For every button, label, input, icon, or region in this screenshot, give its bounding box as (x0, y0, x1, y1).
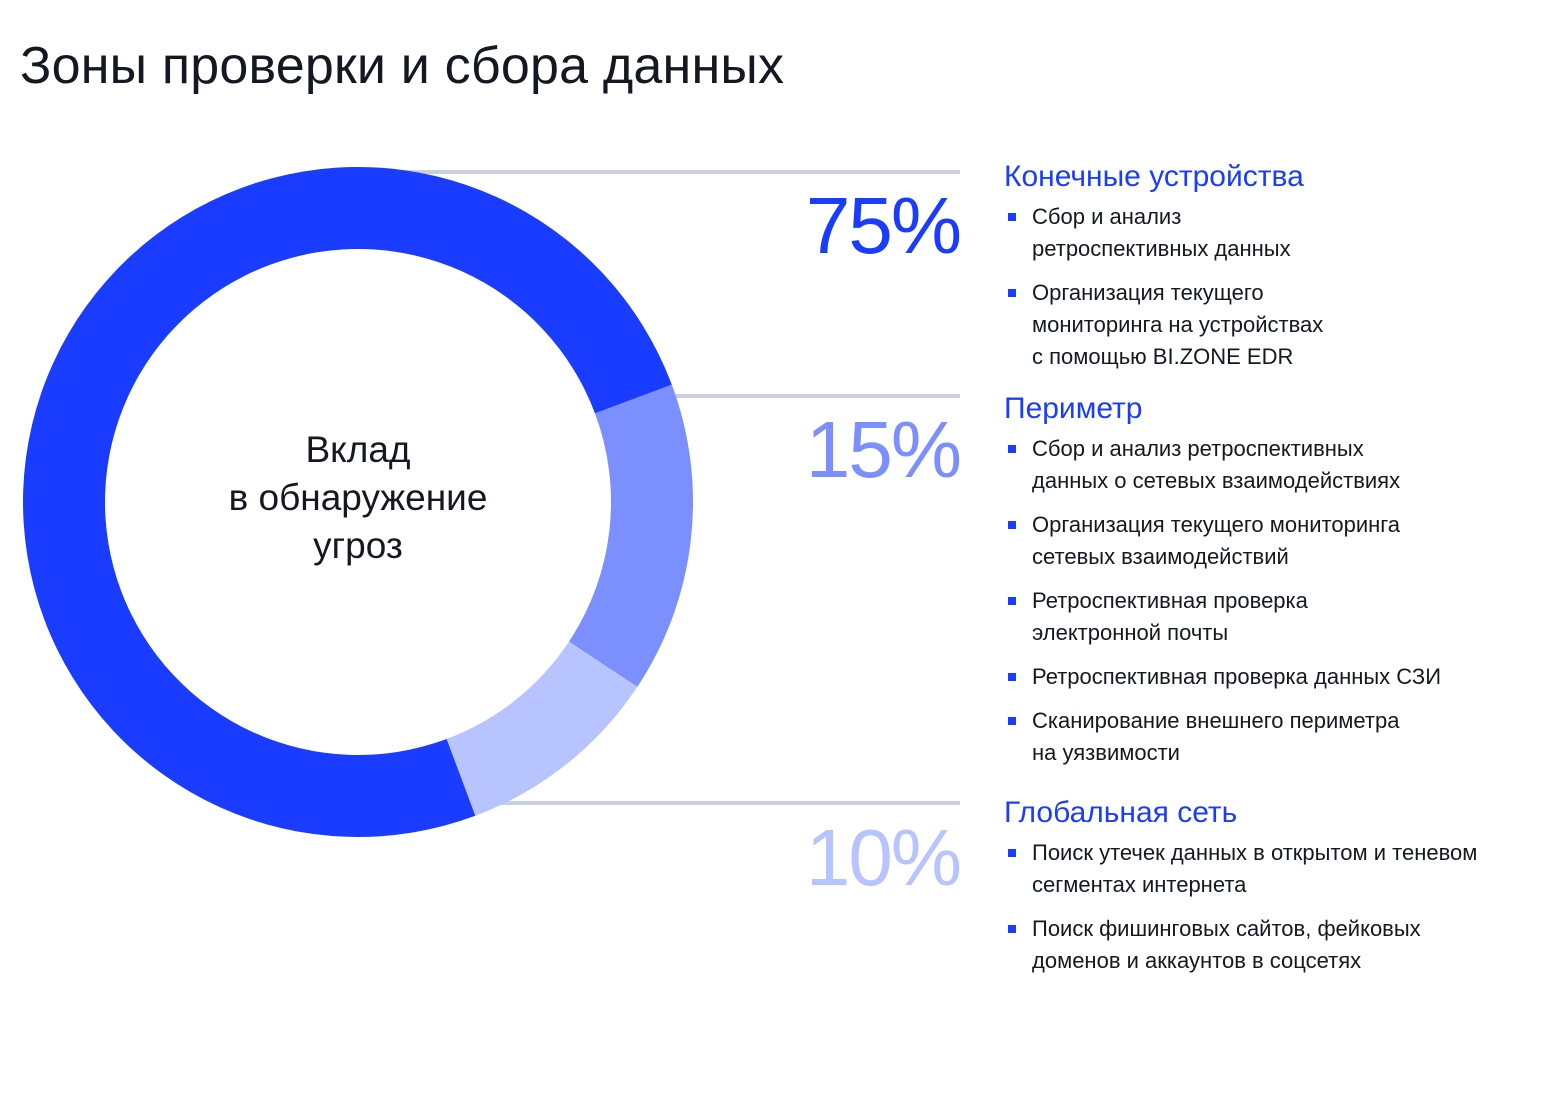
group-perimeter: Периметр Сбор и анализ ретроспективных д… (1004, 391, 1554, 781)
list-item: Организация текущего мониторинга на устр… (1004, 277, 1554, 373)
square-bullet-icon (1008, 673, 1016, 681)
square-bullet-icon (1008, 597, 1016, 605)
group-global: Глобальная сеть Поиск утечек данных в от… (1004, 795, 1554, 989)
group-endpoints: Конечные устройства Сбор и анализ ретрос… (1004, 159, 1554, 385)
list-item: Сканирование внешнего периметра на уязви… (1004, 705, 1554, 769)
percent-global: 10% (805, 813, 962, 902)
square-bullet-icon (1008, 717, 1016, 725)
square-bullet-icon (1008, 289, 1016, 297)
page-title: Зоны проверки и сбора данных (20, 37, 785, 95)
list-item: Ретроспективная проверка электронной поч… (1004, 585, 1554, 649)
list-item: Ретроспективная проверка данных СЗИ (1004, 661, 1554, 693)
group-heading: Глобальная сеть (1004, 796, 1238, 829)
donut-slice (446, 641, 638, 816)
donut-slice (568, 384, 693, 687)
donut-center-label: Вклад в обнаружение угроз (228, 429, 488, 566)
square-bullet-icon (1008, 925, 1016, 933)
square-bullet-icon (1008, 445, 1016, 453)
square-bullet-icon (1008, 213, 1016, 221)
list-item: Поиск фишинговых сайтов, фейковых домено… (1004, 913, 1554, 977)
square-bullet-icon (1008, 849, 1016, 857)
group-heading: Периметр (1004, 392, 1143, 425)
percent-perimeter: 15% (805, 405, 962, 494)
list-item: Поиск утечек данных в открытом и теневом… (1004, 837, 1554, 901)
square-bullet-icon (1008, 521, 1016, 529)
list-item: Сбор и анализ ретроспективных данных о с… (1004, 433, 1554, 497)
group-heading: Конечные устройства (1004, 160, 1304, 193)
percent-endpoints: 75% (805, 181, 962, 270)
list-item: Сбор и анализ ретроспективных данных (1004, 201, 1554, 265)
list-item: Организация текущего мониторинга сетевых… (1004, 509, 1554, 573)
